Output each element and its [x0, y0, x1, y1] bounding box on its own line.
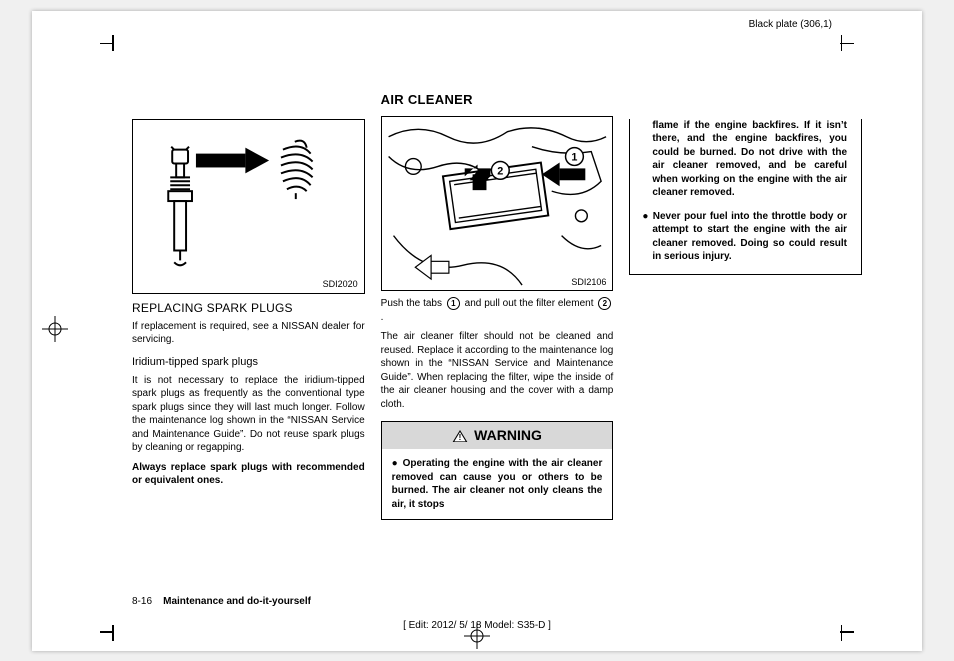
air-cleaner-figure: 1 2 SDI2106 [381, 116, 614, 291]
content-area: SDI2020 REPLACING SPARK PLUGS If replace… [132, 91, 862, 601]
page-number: 8-16 [132, 596, 152, 607]
warning-bullet: Operating the engine with the air cleane… [392, 457, 603, 511]
body-text: Push the tabs 1 and pull out the filter … [381, 297, 614, 324]
figure-label: SDI2020 [323, 278, 358, 290]
heading-iridium-plugs: Iridium-tipped spark plugs [132, 355, 365, 370]
warning-body: Operating the engine with the air cleane… [382, 449, 613, 519]
text-fragment: . [381, 312, 384, 323]
column-2: AIR CLEANER [381, 91, 614, 601]
svg-text:2: 2 [497, 165, 503, 177]
manual-page: Black plate (306,1) [32, 11, 922, 651]
section-title-air-cleaner: AIR CLEANER [381, 91, 614, 109]
callout-1: 1 [447, 297, 460, 310]
heading-replacing-spark-plugs: REPLACING SPARK PLUGS [132, 300, 365, 316]
warning-bullet: Never pour fuel into the throttle body o… [652, 210, 851, 264]
crop-mark [841, 35, 843, 51]
body-text: It is not necessary to replace the iridi… [132, 374, 365, 455]
page-footer-left: 8-16 Maintenance and do-it-yourself [132, 596, 311, 607]
warning-title: WARNING [474, 426, 542, 445]
crop-mark [112, 35, 114, 51]
crop-mark [840, 631, 854, 633]
body-text-bold: Always replace spark plugs with recommen… [132, 461, 365, 488]
body-text: If replacement is required, see a NISSAN… [132, 320, 365, 347]
section-name: Maintenance and do-it-yourself [163, 596, 311, 607]
svg-text:1: 1 [571, 152, 577, 164]
column-3: flame if the engine backfires. If it isn… [629, 91, 862, 601]
crop-mark [840, 43, 854, 45]
warning-continuation: flame if the engine backfires. If it isn… [629, 119, 862, 275]
text-fragment: Push the tabs [381, 298, 445, 309]
page-footer-center: [ Edit: 2012/ 5/ 18 Model: S35-D ] [32, 620, 922, 631]
warning-box: ! WARNING Operating the engine with the … [381, 421, 614, 520]
spark-plug-figure: SDI2020 [132, 119, 365, 294]
warning-bullet-text: Never pour fuel into the throttle body o… [652, 211, 847, 263]
warning-triangle-icon: ! [452, 429, 468, 443]
registration-mark-icon [42, 316, 68, 342]
column-1: SDI2020 REPLACING SPARK PLUGS If replace… [132, 91, 365, 601]
figure-label: SDI2106 [571, 276, 606, 288]
black-plate-label: Black plate (306,1) [749, 19, 832, 30]
warning-cont-text: flame if the engine backfires. If it isn… [652, 119, 851, 200]
callout-2: 2 [598, 297, 611, 310]
svg-text:!: ! [459, 433, 462, 442]
body-text: The air cleaner filter should not be cle… [381, 330, 614, 411]
text-fragment: and pull out the filter element [462, 298, 597, 309]
warning-header: ! WARNING [382, 422, 613, 449]
